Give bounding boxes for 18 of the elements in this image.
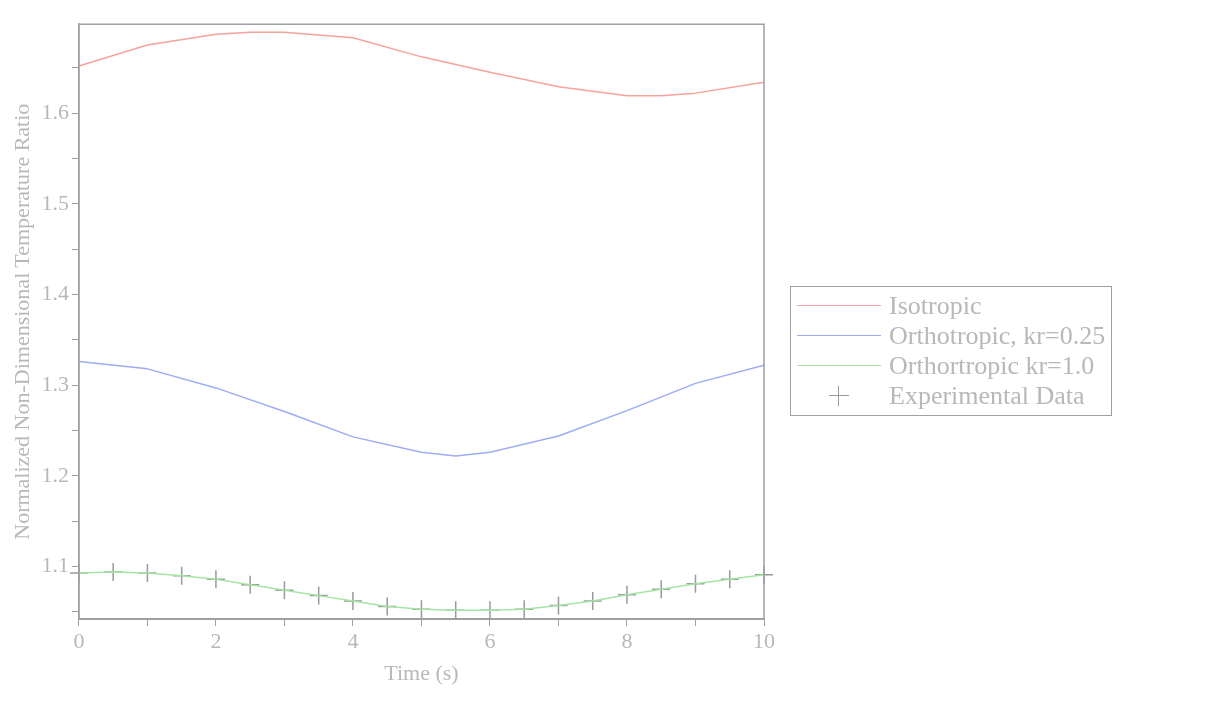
legend-label: Experimental Data: [889, 380, 1085, 411]
y-axis-title: Normalized Non-Dimensional Temperature Ratio: [8, 103, 34, 540]
legend-label: Orthotropic, kr=0.25: [889, 320, 1106, 351]
y-tick-label: 1.6: [41, 98, 69, 124]
y-tick-label: 1.2: [41, 461, 69, 487]
y-tick-label: 1.5: [41, 189, 69, 215]
y-tick-label: 1.3: [41, 370, 69, 396]
x-tick-label: 0: [73, 628, 85, 654]
y-tick-label: 1.1: [41, 552, 69, 578]
x-tick-label: 10: [753, 628, 775, 654]
x-axis-title: Time (s): [384, 659, 459, 685]
legend-label: Isotropic: [889, 290, 982, 321]
x-tick-label: 6: [484, 628, 496, 654]
y-tick-label: 1.4: [41, 280, 69, 306]
legend-label: Orthortropic kr=1.0: [889, 350, 1095, 381]
x-tick-label: 4: [347, 628, 359, 654]
x-tick-label: 2: [210, 628, 222, 654]
x-tick-label: 8: [621, 628, 633, 654]
